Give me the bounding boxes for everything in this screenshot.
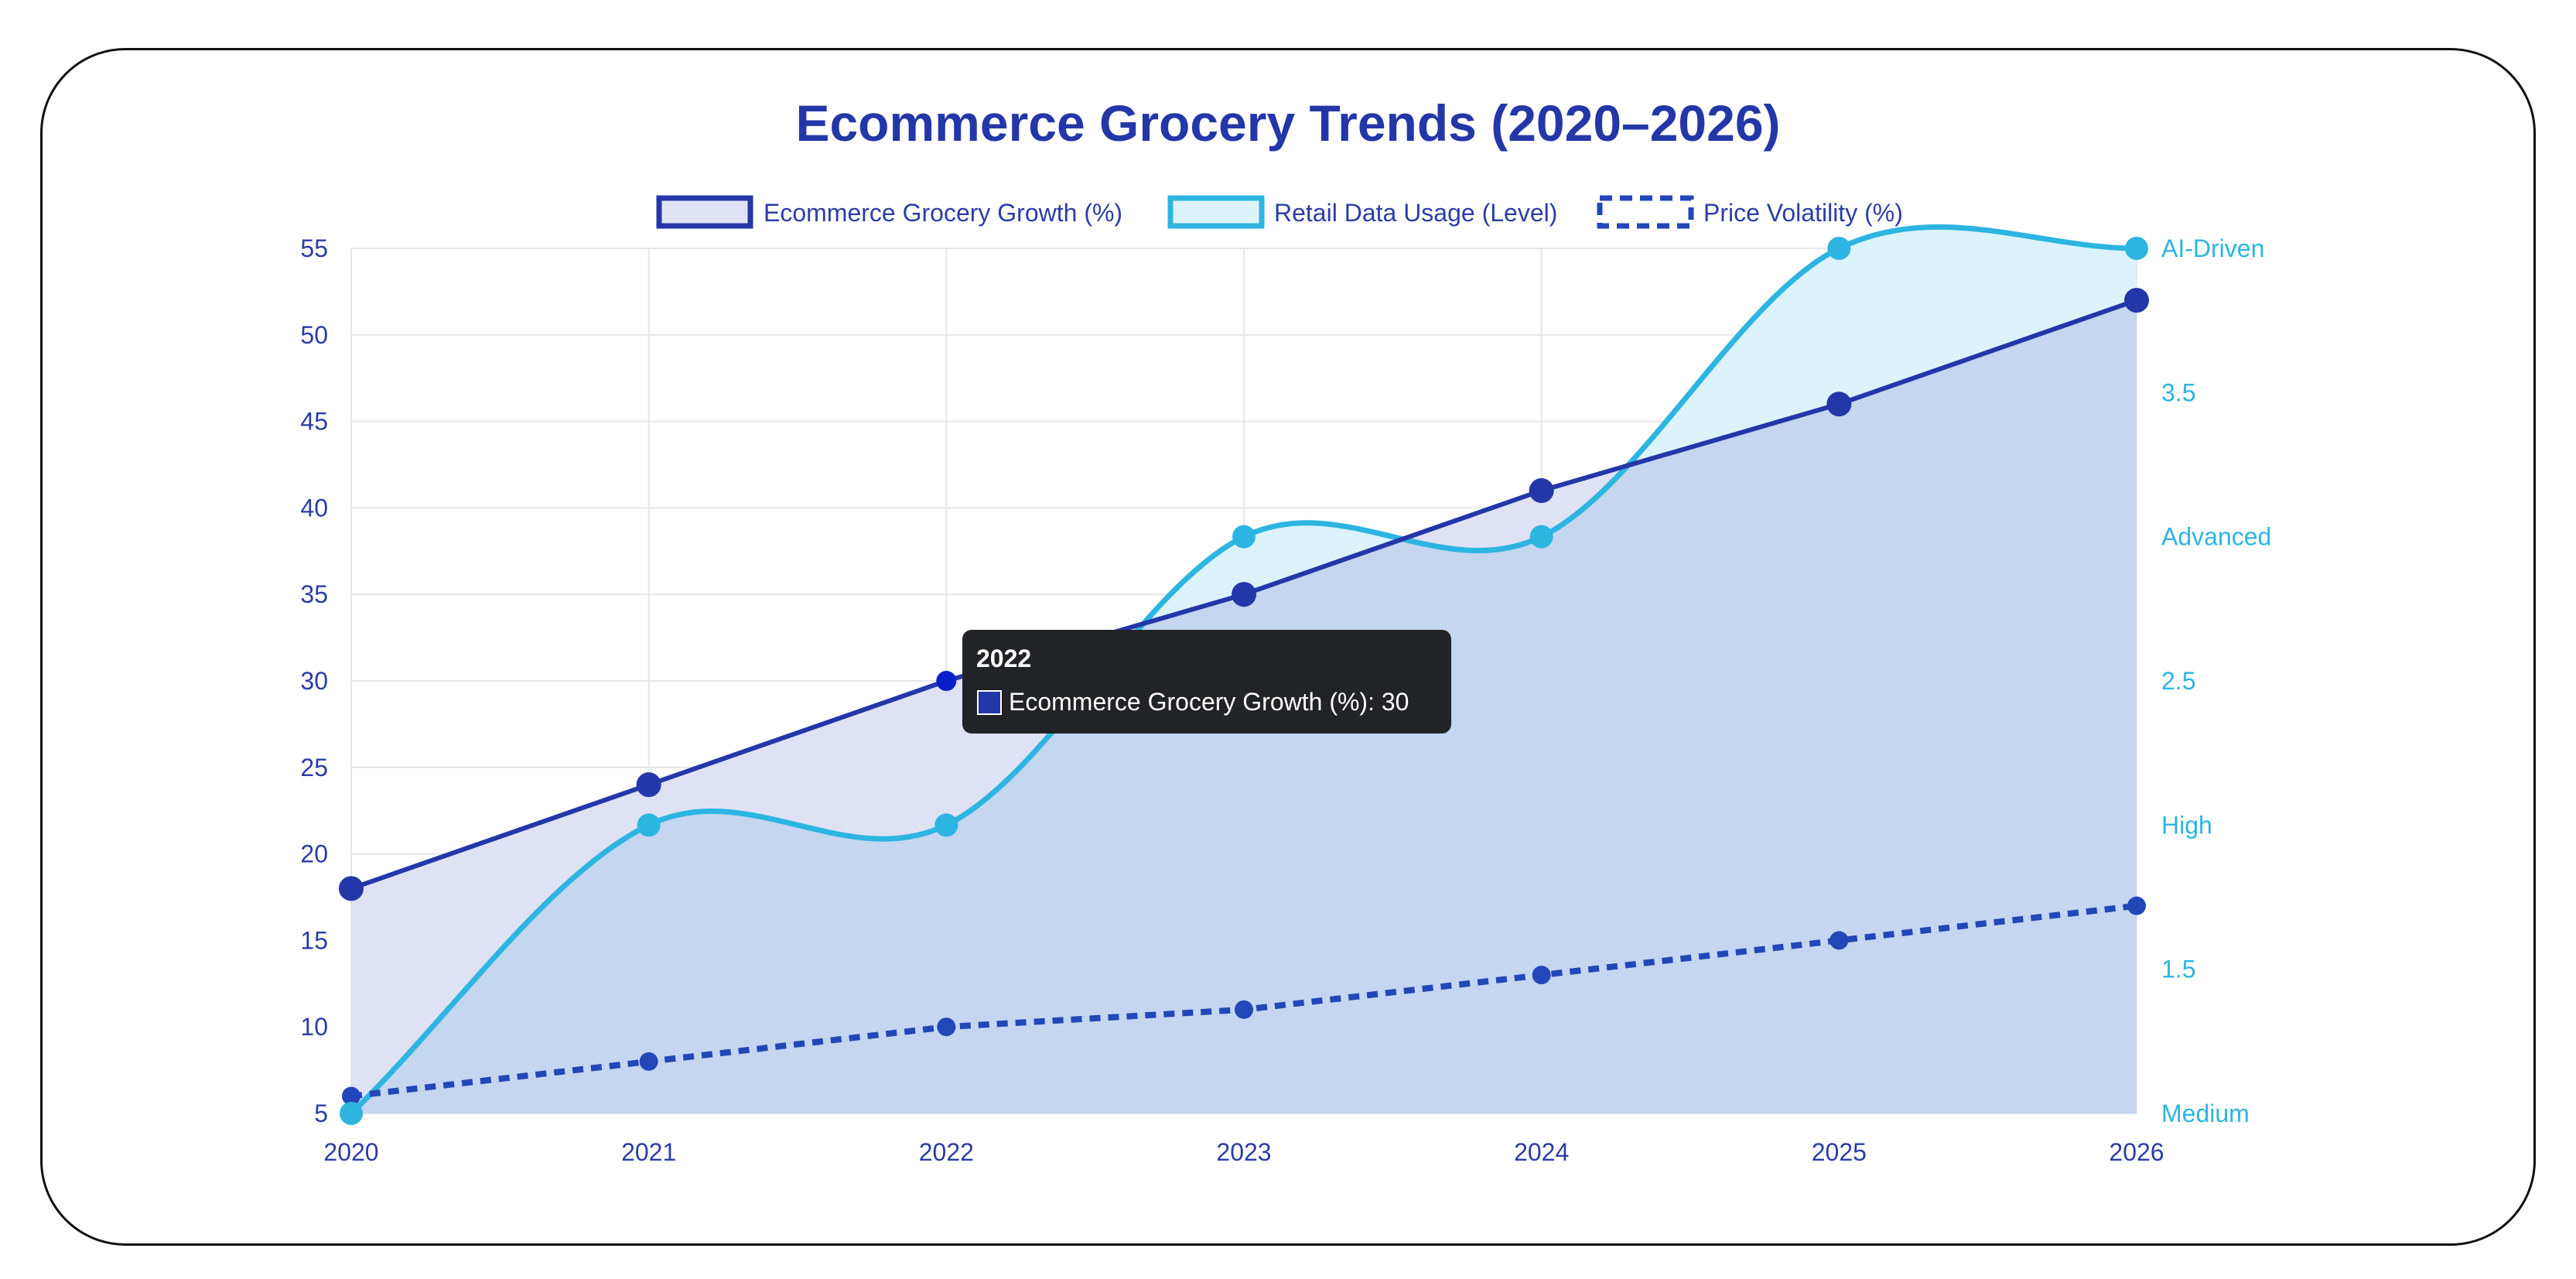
- x-tick-label: 2020: [323, 1138, 378, 1166]
- y-left-tick-label: 25: [300, 754, 328, 781]
- data-usage-point[interactable]: [934, 813, 958, 837]
- data-usage-point[interactable]: [1827, 237, 1851, 260]
- legend-label: Price Volatility (%): [1703, 199, 1903, 227]
- y-left-tick-label: 45: [300, 408, 328, 436]
- y-left-tick-label: 5: [314, 1099, 328, 1127]
- data-usage-point[interactable]: [1232, 525, 1256, 549]
- y-right-tick-label: 1.5: [2161, 956, 2195, 983]
- tooltip-swatch: [977, 690, 1002, 715]
- y-right-tick-label: High: [2161, 811, 2212, 839]
- y-left-tick-label: 30: [300, 667, 328, 695]
- growth-point[interactable]: [339, 876, 364, 901]
- y-left-tick-label: 35: [300, 580, 328, 608]
- growth-point[interactable]: [1232, 582, 1256, 607]
- price-volatility-point[interactable]: [1532, 966, 1551, 985]
- legend-label: Ecommerce Grocery Growth (%): [764, 199, 1122, 227]
- data-usage-point[interactable]: [340, 1102, 363, 1125]
- legend-item[interactable]: Price Volatility (%): [1597, 195, 1903, 229]
- growth-point[interactable]: [1529, 478, 1554, 504]
- chart-title: Ecommerce Grocery Trends (2020–2026): [795, 94, 1780, 152]
- tooltip-title: 2022: [976, 645, 1031, 672]
- legend-swatch: [1597, 195, 1694, 229]
- y-left-tick-label: 20: [300, 840, 328, 868]
- y-left-tick-label: 10: [300, 1013, 328, 1041]
- y-left-tick-label: 15: [300, 926, 328, 954]
- tooltip-label: Ecommerce Grocery Growth (%): 30: [1009, 688, 1409, 716]
- legend-label: Retail Data Usage (Level): [1274, 199, 1557, 227]
- tooltip: 2022 Ecommerce Grocery Growth (%): 30: [962, 630, 1451, 734]
- growth-point[interactable]: [936, 671, 957, 691]
- growth-point[interactable]: [1826, 392, 1852, 417]
- x-tick-label: 2026: [2109, 1138, 2164, 1166]
- y-right-tick-label: Advanced: [2161, 523, 2271, 551]
- price-volatility-point[interactable]: [342, 1086, 360, 1106]
- growth-point[interactable]: [636, 772, 661, 798]
- price-volatility-point[interactable]: [2127, 896, 2146, 915]
- data-usage-point[interactable]: [637, 813, 661, 837]
- legend-swatch: [656, 195, 753, 229]
- x-tick-label: 2023: [1216, 1138, 1271, 1166]
- y-left-tick-label: 40: [300, 494, 328, 522]
- y-right-tick-label: Medium: [2161, 1099, 2250, 1127]
- y-right-tick-label: 2.5: [2161, 667, 2195, 695]
- legend[interactable]: Ecommerce Grocery Growth (%) Retail Data …: [656, 195, 1903, 229]
- price-volatility-point[interactable]: [1235, 1000, 1253, 1019]
- tooltip-box: [962, 630, 1451, 734]
- data-usage-point[interactable]: [1529, 525, 1553, 549]
- growth-point[interactable]: [2124, 288, 2149, 313]
- y-left-tick-label: 50: [300, 321, 328, 349]
- y-axis-right: Medium 1.5 High 2.5 Advanced 3.5 AI-Driven: [2161, 234, 2271, 1127]
- data-points[interactable]: [339, 237, 2149, 1125]
- x-tick-label: 2021: [621, 1138, 676, 1166]
- x-axis: 2020 2021 2022 2023 2024 2025 2026: [323, 1138, 2164, 1166]
- x-tick-label: 2025: [1812, 1138, 1867, 1166]
- price-volatility-point[interactable]: [1830, 931, 1849, 950]
- legend-swatch: [1167, 195, 1265, 229]
- x-tick-label: 2024: [1514, 1138, 1569, 1166]
- y-axis-left: 5 10 15 20 25 30 35 40 45 50 55: [300, 234, 328, 1127]
- legend-item[interactable]: Retail Data Usage (Level): [1167, 195, 1557, 229]
- y-left-tick-label: 55: [300, 234, 328, 262]
- x-tick-label: 2022: [919, 1138, 974, 1166]
- y-right-tick-label: AI-Driven: [2161, 234, 2264, 262]
- price-volatility-point[interactable]: [937, 1017, 956, 1037]
- data-usage-point[interactable]: [2125, 237, 2148, 260]
- y-right-tick-label: 3.5: [2161, 378, 2195, 406]
- price-volatility-point[interactable]: [639, 1052, 658, 1071]
- legend-item[interactable]: Ecommerce Grocery Growth (%): [656, 195, 1122, 229]
